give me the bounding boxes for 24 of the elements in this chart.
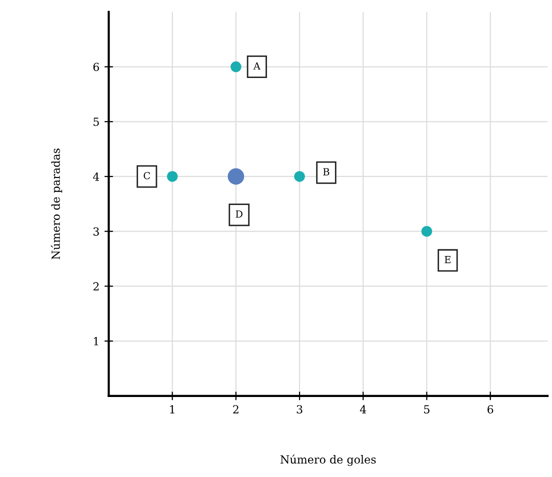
y-tick-label: 5 (94, 118, 99, 126)
x-tick-label: 2 (233, 405, 238, 414)
x-tick-label: 1 (170, 405, 174, 414)
y-tick-label: 6 (93, 62, 100, 72)
point (166, 171, 178, 182)
annotation: E (444, 256, 450, 264)
point (421, 226, 432, 237)
y-tick-label: 1 (94, 337, 98, 346)
point (228, 168, 244, 185)
annotation: D (236, 210, 242, 218)
annotation: B (323, 168, 330, 176)
y-tick-label: 2 (93, 282, 99, 290)
point (230, 61, 242, 72)
y-tick-label: 3 (93, 227, 99, 236)
annotation: A (253, 62, 261, 70)
x-tick-label: 4 (360, 405, 366, 414)
x-axis-title: Número de goles (280, 454, 376, 466)
x-tick-label: 6 (488, 405, 494, 414)
x-tick-label: 5 (424, 405, 430, 414)
y-tick-label: 4 (92, 172, 100, 181)
annotation: C (144, 172, 150, 180)
y-axis-title: Número de paradas (50, 148, 62, 260)
x-tick-label: 3 (296, 405, 302, 414)
point (294, 171, 305, 182)
